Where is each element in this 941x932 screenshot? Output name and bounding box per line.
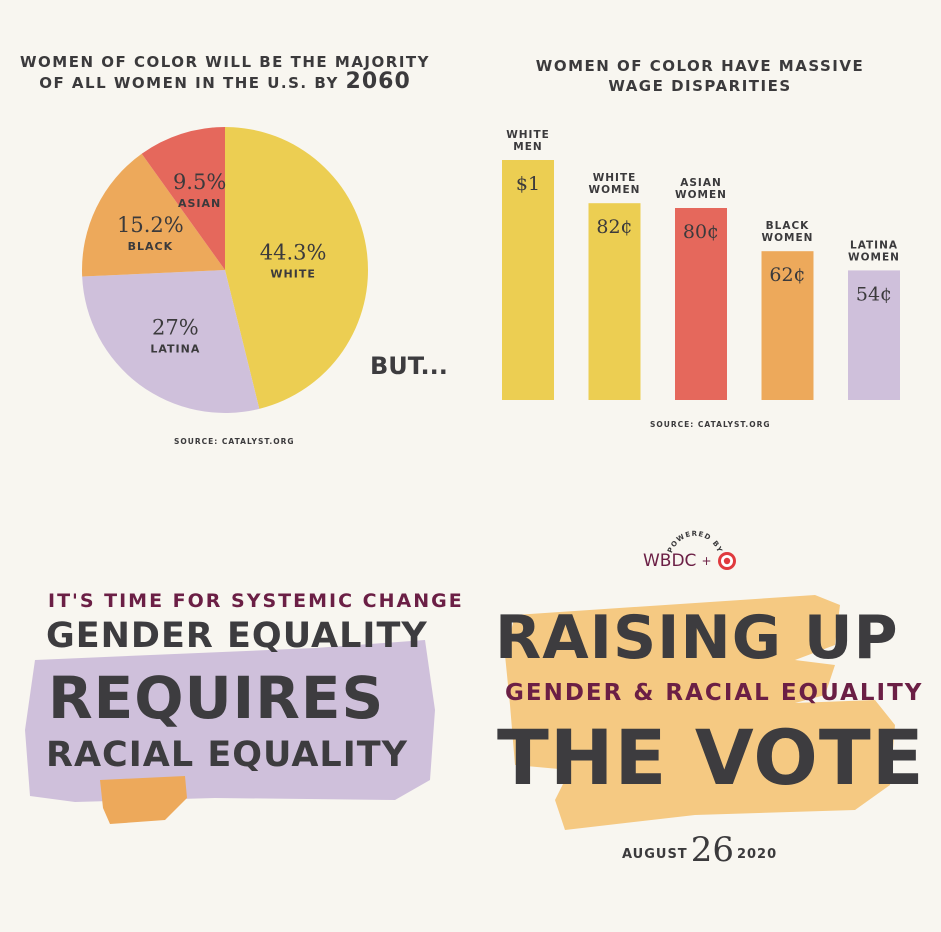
pie-source: SOURCE: CATALYST.ORG	[174, 437, 295, 446]
bar-source: SOURCE: CATALYST.ORG	[650, 420, 771, 429]
right-line3: THE VOTE	[497, 713, 925, 802]
bar-white-men	[502, 160, 554, 400]
pie-chart: 44.3% WHITE 27% LATINA 15.2% BLACK 9.5% ASIAN	[82, 127, 368, 413]
pie-slice-latina	[82, 270, 260, 413]
plus-sign: +	[701, 554, 712, 568]
left-line2: REQUIRES	[48, 664, 385, 732]
date-day: 26	[690, 830, 734, 870]
bar-latina-women	[848, 270, 900, 400]
pie-category-black: BLACK	[128, 240, 174, 253]
target-logo-icon	[717, 552, 736, 570]
bar-label-black-women-1: WOMEN	[762, 232, 814, 244]
pie-category-white: WHITE	[270, 268, 315, 281]
pie-category-latina: LATINA	[150, 342, 200, 355]
powered-by-badge: POWERED BY	[650, 525, 740, 575]
left-line3: RACIAL EQUALITY	[46, 735, 408, 775]
bar-chart-title: WOMEN OF COLOR HAVE MASSIVE WAGE DISPARI…	[510, 56, 890, 96]
right-line1: RAISING UP	[495, 603, 899, 673]
pie-value-latina: 27%	[152, 315, 199, 339]
pie-title-line2: OF ALL WOMEN IN THE U.S. BY 2060	[20, 69, 430, 94]
pie-title-year: 2060	[345, 69, 411, 94]
date-month: AUGUST	[622, 847, 688, 862]
pie-chart-title: WOMEN OF COLOR WILL BE THE MAJORITY OF A…	[20, 52, 430, 93]
bar-black-women	[761, 251, 814, 400]
date-year: 2020	[736, 847, 778, 862]
pie-category-asian: ASIAN	[178, 197, 221, 210]
bar-title-line1: WOMEN OF COLOR HAVE MASSIVE	[535, 57, 865, 75]
bar-label-white-men-1: MEN	[513, 141, 542, 153]
pie-value-white: 44.3%	[260, 241, 327, 265]
powered-by-arc: POWERED BY	[666, 530, 723, 554]
bar-label-white-men-0: WHITE	[506, 129, 550, 141]
wbdc-logo: WBDC	[643, 551, 697, 571]
bar-value-asian-women: 80¢	[683, 221, 719, 243]
bar-label-white-women-0: WHITE	[593, 172, 637, 184]
pie-slice-black	[82, 153, 225, 277]
bar-label-black-women-0: BLACK	[766, 220, 810, 232]
left-poster-brush	[25, 640, 435, 824]
bar-value-latina-women: 54¢	[856, 283, 892, 305]
pie-slice-asian	[141, 127, 225, 270]
bar-label-white-women-1: WOMEN	[589, 184, 641, 196]
left-line1: GENDER EQUALITY	[46, 616, 428, 656]
pie-title-line1: WOMEN OF COLOR WILL BE THE MAJORITY	[20, 53, 430, 71]
bar-value-black-women: 62¢	[769, 264, 805, 286]
pie-slice-white	[225, 127, 368, 409]
right-line2: GENDER & RACIAL EQUALITY	[505, 680, 924, 706]
bar-value-white-women: 82¢	[596, 216, 632, 238]
but-text: BUT...	[370, 352, 448, 380]
pie-value-asian: 9.5%	[173, 170, 226, 194]
bar-asian-women	[675, 208, 727, 400]
left-tagline: IT'S TIME FOR SYSTEMIC CHANGE	[48, 590, 464, 612]
bar-label-latina-women-0: LATINA	[850, 239, 898, 251]
pie-value-black: 15.2%	[117, 213, 184, 237]
bar-title-line2: WAGE DISPARITIES	[608, 77, 792, 95]
bar-white-women	[588, 203, 641, 400]
bar-label-asian-women-1: WOMEN	[675, 189, 727, 201]
event-date: AUGUST 26 2020	[622, 832, 777, 868]
bar-label-asian-women-0: ASIAN	[680, 177, 722, 189]
bar-label-latina-women-1: WOMEN	[848, 251, 900, 263]
brand-logos: WBDC +	[643, 550, 737, 572]
bar-value-white-men: $1	[516, 173, 540, 195]
pie-title-line2-prefix: OF ALL WOMEN IN THE U.S. BY	[39, 74, 339, 92]
right-poster-brush	[505, 595, 895, 830]
